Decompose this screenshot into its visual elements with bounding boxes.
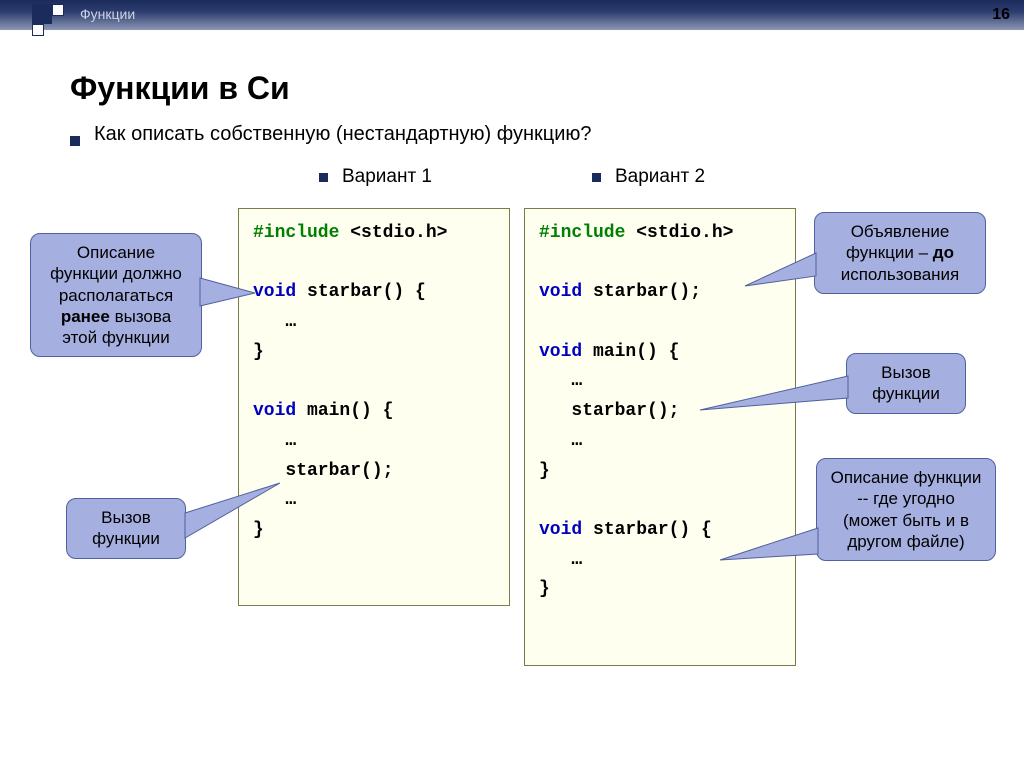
bullet-icon [319,173,328,182]
question-row: Как описать собственную (нестандартную) … [70,123,1024,146]
callout-call-1: Вызов функции [66,498,186,559]
callout-declaration: Объявление функции – до использования [814,212,986,294]
callout-definition-anywhere: Описание функции -- где угодно (может бы… [816,458,996,561]
breadcrumb: Функции [80,6,135,22]
page-title: Функции в Си [70,70,1024,107]
diagram-stage: #include <stdio.h> void starbar() { … } … [0,198,1024,758]
code-box-1: #include <stdio.h> void starbar() { … } … [238,208,510,606]
bullet-icon [70,136,80,146]
variant-2-label: Вариант 2 [592,166,705,188]
page-number: 16 [992,6,1010,24]
callout-description-before: Описание функции должно располагаться ра… [30,233,202,357]
code-box-2: #include <stdio.h> void starbar(); void … [524,208,796,666]
header-bar: Функции [0,0,1024,30]
callout-call-2: Вызов функции [846,353,966,414]
question-text: Как описать собственную (нестандартную) … [94,123,592,146]
bullet-icon [592,173,601,182]
variants-row: Вариант 1 Вариант 2 [0,166,1024,188]
logo-icon [32,4,72,44]
variant-1-label: Вариант 1 [319,166,432,188]
